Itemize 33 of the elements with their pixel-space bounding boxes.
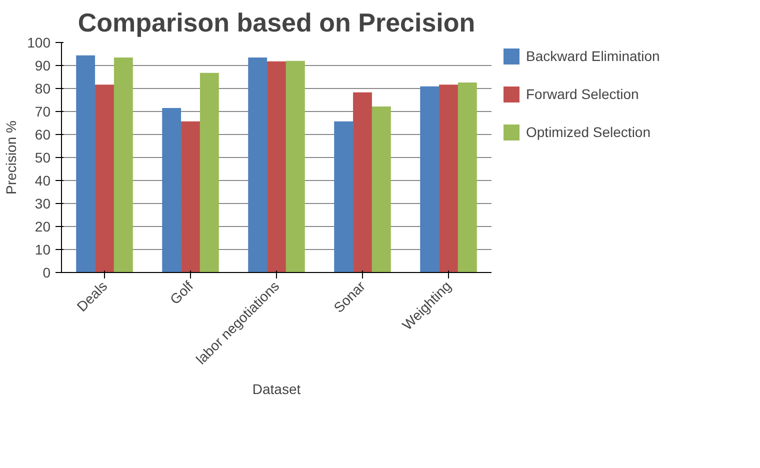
bar [181,121,200,272]
y-tick-label: 50 [34,150,51,166]
bar [76,55,96,272]
bar [372,106,391,272]
x-axis-title: Dataset [252,380,301,397]
y-tick-label: 20 [34,218,51,234]
x-tick-label: Golf [166,278,196,308]
bar [439,84,458,272]
y-tick-label: 60 [34,126,51,142]
y-tick-label: 0 [42,264,51,280]
y-tick-label: 90 [34,58,51,74]
y-axis-title: Precision % [3,120,20,194]
y-tick-label: 80 [34,80,51,96]
legend-label: Optimized Selection [526,124,651,140]
bar [334,121,354,272]
bar [248,57,268,272]
chart-title: Comparison based on Precision [78,8,476,38]
bar [286,60,305,272]
bar [267,61,286,272]
y-tick-label: 10 [34,242,51,258]
legend-label: Forward Selection [526,86,639,102]
bar [200,72,219,272]
bar [114,57,133,272]
y-tick-label: 100 [27,34,51,50]
y-tick-label: 70 [34,104,51,120]
bar [95,84,114,272]
bar [353,92,372,272]
y-tick-label: 40 [34,172,51,188]
legend-label: Backward Elimination [526,48,660,64]
y-tick-label: 30 [34,196,51,212]
bar [420,86,440,272]
bar [458,82,477,272]
bar [162,108,182,272]
